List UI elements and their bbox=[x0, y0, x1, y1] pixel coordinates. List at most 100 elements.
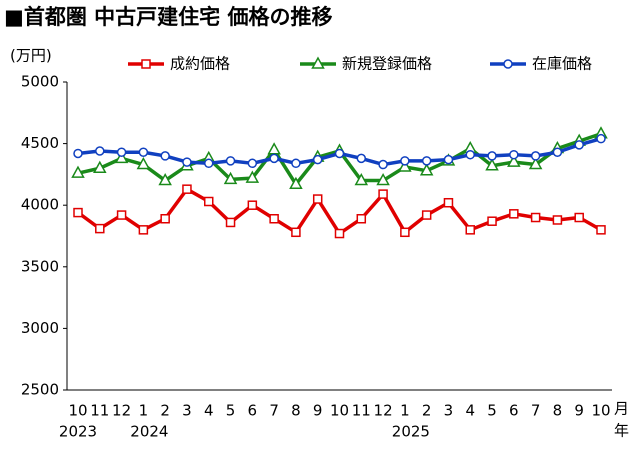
data-point bbox=[465, 149, 475, 160]
data-point bbox=[269, 214, 279, 224]
data-point bbox=[421, 210, 432, 220]
data-point bbox=[334, 148, 345, 159]
x-tick-label: 10 bbox=[591, 402, 610, 420]
data-point bbox=[356, 153, 367, 164]
year-label: 2024 bbox=[130, 423, 168, 441]
legend-marker bbox=[141, 59, 151, 69]
x-tick-label: 6 bbox=[248, 402, 258, 420]
y-tick-label: 4000 bbox=[21, 196, 59, 214]
x-tick-label: 6 bbox=[509, 402, 519, 420]
data-point bbox=[356, 214, 367, 224]
data-point bbox=[596, 225, 606, 235]
data-point bbox=[312, 194, 323, 204]
x-tick-label: 7 bbox=[269, 402, 279, 420]
year-label: 2025 bbox=[392, 423, 430, 441]
data-point bbox=[116, 147, 127, 157]
data-point bbox=[485, 158, 499, 171]
x-tick-label: 10 bbox=[330, 402, 349, 420]
series-line bbox=[76, 187, 602, 236]
data-point bbox=[552, 147, 563, 157]
data-point bbox=[95, 223, 105, 234]
x-tick-label: 4 bbox=[204, 402, 214, 420]
x-tick-label: 1 bbox=[400, 402, 410, 420]
data-point bbox=[465, 225, 475, 235]
data-point bbox=[138, 147, 149, 157]
data-point bbox=[291, 158, 301, 169]
x-tick-label: 12 bbox=[112, 402, 131, 420]
data-point bbox=[443, 154, 454, 165]
data-point bbox=[182, 184, 192, 194]
data-point bbox=[509, 209, 519, 219]
data-point bbox=[530, 212, 541, 223]
data-point bbox=[267, 142, 281, 155]
data-point bbox=[574, 212, 584, 223]
data-point bbox=[289, 176, 303, 190]
data-point bbox=[574, 140, 584, 150]
data-point bbox=[596, 133, 606, 144]
data-point bbox=[93, 160, 107, 173]
data-point bbox=[114, 150, 129, 164]
x-tick-label: 1 bbox=[139, 402, 149, 420]
x-tick-label: 9 bbox=[574, 402, 584, 420]
data-point bbox=[507, 154, 521, 167]
data-point bbox=[400, 156, 410, 166]
data-point bbox=[400, 227, 410, 238]
data-point bbox=[71, 165, 85, 178]
legend-label: 在庫価格 bbox=[532, 55, 592, 73]
data-point bbox=[552, 215, 563, 225]
data-point bbox=[530, 151, 541, 161]
data-point bbox=[160, 214, 170, 224]
y-tick-label: 2500 bbox=[21, 381, 59, 399]
data-point bbox=[509, 149, 519, 160]
x-tick-label: 3 bbox=[182, 402, 192, 420]
x-tick-label: 3 bbox=[444, 402, 454, 420]
x-tick-label: 9 bbox=[313, 402, 323, 420]
data-point bbox=[245, 170, 260, 183]
data-point bbox=[443, 197, 454, 208]
data-point bbox=[136, 156, 151, 170]
data-point bbox=[73, 207, 83, 218]
data-point bbox=[269, 153, 279, 164]
x-tick-label: 11 bbox=[352, 402, 371, 420]
y-tick-label: 4500 bbox=[21, 134, 59, 152]
data-point bbox=[204, 158, 214, 169]
x-tick-label: 12 bbox=[374, 402, 393, 420]
data-point bbox=[398, 159, 412, 172]
legend-label: 新規登録価格 bbox=[342, 55, 432, 73]
x-unit: 月 bbox=[614, 400, 629, 418]
data-point bbox=[376, 173, 390, 186]
data-point bbox=[354, 173, 369, 186]
data-point bbox=[487, 216, 497, 226]
data-point bbox=[225, 156, 236, 166]
data-point bbox=[421, 156, 432, 166]
data-point bbox=[487, 151, 497, 161]
x-tick-label: 4 bbox=[465, 402, 475, 420]
x-tick-label: 5 bbox=[487, 402, 497, 420]
data-point bbox=[204, 196, 214, 207]
y-axis-label: (万円) bbox=[10, 47, 52, 65]
data-point bbox=[334, 228, 345, 239]
data-point bbox=[138, 225, 149, 235]
year-unit: 年 bbox=[614, 422, 629, 440]
data-point bbox=[223, 171, 238, 185]
data-point bbox=[247, 158, 258, 169]
x-tick-label: 8 bbox=[553, 402, 563, 420]
y-tick-label: 3500 bbox=[21, 257, 59, 275]
y-tick-label: 3000 bbox=[21, 319, 59, 337]
x-tick-label: 2 bbox=[422, 402, 432, 420]
data-point bbox=[378, 159, 388, 170]
data-point bbox=[116, 210, 127, 220]
year-label: 2023 bbox=[59, 423, 97, 441]
legend-marker bbox=[503, 59, 513, 69]
legend-marker bbox=[311, 56, 325, 69]
x-tick-label: 8 bbox=[291, 402, 301, 420]
legend-label: 成約価格 bbox=[170, 55, 230, 73]
data-point bbox=[528, 156, 543, 170]
chart-title: ■首都圏 中古戸建住宅 価格の推移 bbox=[4, 5, 332, 29]
y-tick-label: 5000 bbox=[21, 73, 59, 91]
data-point bbox=[419, 163, 434, 176]
x-tick-label: 11 bbox=[90, 402, 109, 420]
data-point bbox=[73, 148, 83, 159]
x-tick-label: 5 bbox=[226, 402, 236, 420]
